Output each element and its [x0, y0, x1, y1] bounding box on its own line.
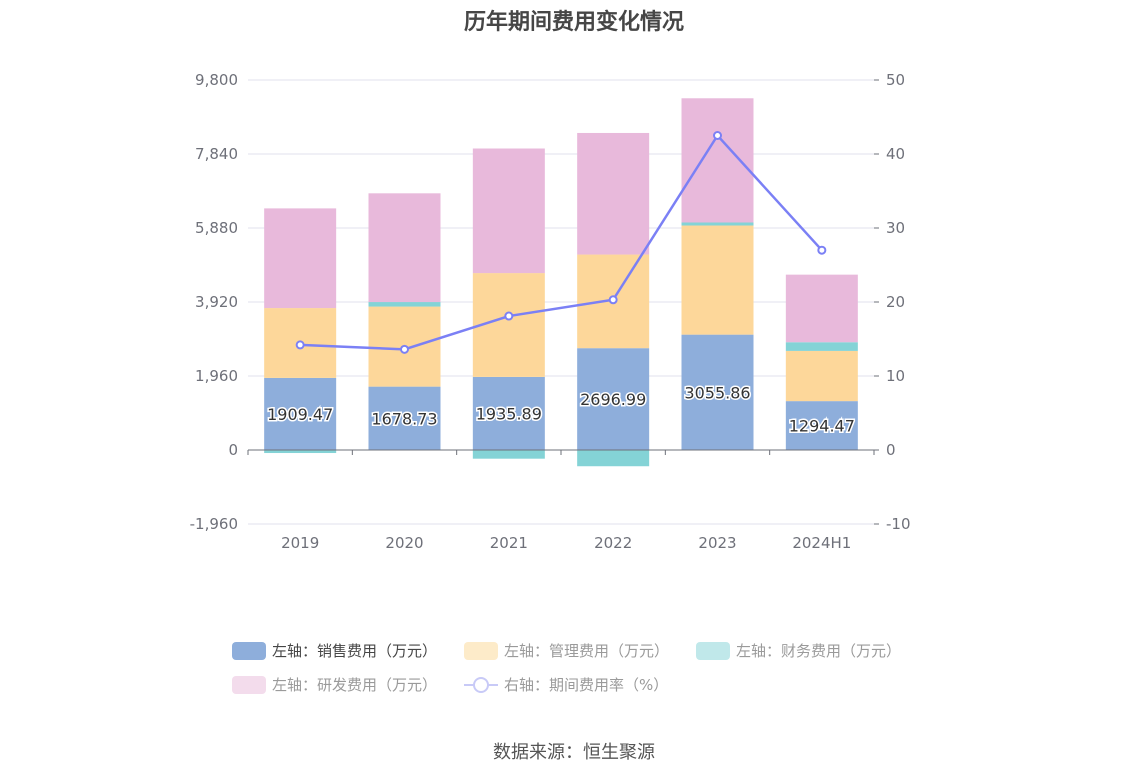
grid-layer	[248, 79, 874, 525]
legend-item-rnd[interactable]: 左轴：研发费用（万元）	[232, 674, 437, 695]
legend-line-icon	[464, 676, 498, 694]
bar-finance	[472, 450, 545, 459]
x-tick-label: 2022	[594, 534, 632, 552]
x-tick-label: 2019	[281, 534, 319, 552]
bar-rnd	[472, 148, 545, 274]
bar-sales	[264, 377, 337, 450]
legend-swatch-admin	[464, 641, 498, 660]
bar-admin	[681, 225, 754, 335]
data-label-sales: 1909.47	[267, 405, 333, 424]
bar-sales	[681, 334, 754, 450]
data-label-sales: 1294.47	[789, 417, 855, 436]
right-tick-label: 40	[886, 145, 905, 163]
bar-rnd	[681, 98, 754, 223]
data-label-sales: 1935.89	[476, 404, 542, 423]
labels-layer: 1909.47 1678.73 1935.89 2696.99 3055.86 1294.…	[266, 382, 857, 437]
legend-label-rate: 右轴：期间费用率（%）	[504, 676, 669, 694]
right-tick-label: 30	[886, 219, 905, 237]
left-tick-label: -1,960	[190, 515, 238, 533]
legend-swatch-sales	[232, 641, 266, 660]
chart-title: 历年期间费用变化情况	[463, 10, 684, 35]
bar-rnd	[577, 132, 650, 255]
bar-sales	[577, 348, 650, 450]
bar-finance	[577, 450, 650, 467]
data-label-sales: 3055.86	[684, 383, 750, 402]
legend-label-finance: 左轴：财务费用（万元）	[736, 642, 902, 660]
bar-sales	[368, 386, 441, 450]
legend-item-admin[interactable]: 左轴：管理费用（万元）	[464, 640, 669, 661]
rate-point	[817, 245, 827, 255]
source-note: 数据来源：恒生聚源	[493, 742, 655, 763]
right-tick-label: 0	[886, 441, 896, 459]
bar-finance	[785, 342, 858, 351]
rate-point	[713, 131, 722, 140]
bar-rnd	[368, 193, 441, 303]
x-tick-label: 2024H1	[792, 534, 851, 552]
x-tick-label: 2020	[385, 534, 423, 552]
rate-line	[300, 133, 823, 351]
data-label-sales: 2696.99	[580, 390, 646, 409]
line-layer	[295, 131, 827, 354]
legend-item-finance[interactable]: 左轴：财务费用（万元）	[696, 640, 901, 661]
left-tick-label: 0	[228, 441, 238, 459]
rate-point	[608, 295, 618, 305]
bar-finance	[368, 302, 441, 307]
bar-sales	[785, 401, 858, 450]
axis-layer: 9,800 50 7,840 40 5,880 30 3,920 20 1,960 10 0 0 -1,…	[190, 71, 911, 552]
left-tick-label: 1,960	[195, 367, 238, 385]
data-label-sales: 1678.73	[371, 409, 437, 428]
rate-point	[295, 340, 305, 350]
x-tick-label: 2021	[490, 534, 528, 552]
legend-label-rnd: 左轴：研发费用（万元）	[272, 676, 438, 694]
bar-finance	[681, 222, 754, 226]
legend-label-sales: 左轴：销售费用（万元）	[272, 642, 438, 660]
right-tick-label: -10	[886, 515, 911, 533]
right-tick-label: 10	[886, 367, 905, 385]
bar-admin	[785, 350, 858, 402]
bar-rnd	[264, 208, 337, 309]
legend-swatch-rnd	[232, 675, 266, 694]
legend-label-admin: 左轴：管理费用（万元）	[504, 642, 670, 660]
x-tick-label: 2023	[698, 534, 736, 552]
legend-item-rate[interactable]: 右轴：期间费用率（%）	[464, 674, 668, 695]
bars-layer	[264, 98, 858, 467]
right-tick-label: 20	[886, 293, 905, 311]
bar-rnd	[785, 274, 858, 343]
rate-point	[400, 344, 409, 354]
bar-finance	[264, 450, 337, 454]
left-tick-label: 5,880	[195, 219, 238, 237]
legend-swatch-finance	[696, 641, 730, 660]
rate-point	[504, 311, 514, 321]
left-tick-label: 9,800	[195, 71, 238, 89]
legend-item-sales[interactable]: 左轴：销售费用（万元）	[232, 640, 437, 661]
bar-sales	[472, 376, 545, 450]
right-tick-label: 50	[886, 71, 905, 89]
left-tick-label: 7,840	[195, 145, 238, 163]
left-tick-label: 3,920	[195, 293, 238, 311]
